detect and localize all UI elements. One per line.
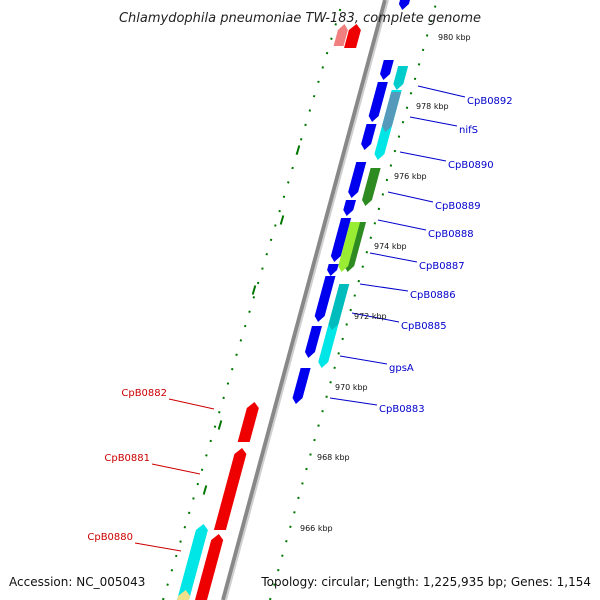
gene-label: CpB0888 xyxy=(428,229,474,240)
cds-minus-pale xyxy=(333,24,348,46)
cds-plus xyxy=(398,0,410,10)
leader-line xyxy=(351,312,400,323)
scale-tick-label: 974 kbp xyxy=(374,242,407,251)
cds-cog-plus xyxy=(393,66,409,90)
gene-label: CpB0881 xyxy=(104,453,150,464)
scale-tick-label: 966 kbp xyxy=(300,524,333,533)
cds-plus xyxy=(330,218,352,262)
scale-tick-label: 978 kbp xyxy=(416,102,449,111)
leader-line xyxy=(387,191,434,203)
leader-line xyxy=(417,85,466,98)
gene-label: CpB0882 xyxy=(121,388,167,399)
label-leader-lines xyxy=(134,85,466,552)
cds-plus xyxy=(314,276,336,322)
gene-label: CpB0886 xyxy=(410,290,456,301)
gene-label: gpsA xyxy=(389,363,414,374)
gene-label: CpB0883 xyxy=(379,404,425,415)
leader-line xyxy=(399,151,447,162)
cds-minus xyxy=(344,24,361,48)
gene-label: CpB0887 xyxy=(419,261,465,272)
cds-cog-plus xyxy=(328,284,350,330)
gc-track-left xyxy=(162,0,344,600)
gene-label: CpB0890 xyxy=(448,160,494,171)
cds-cog-plus xyxy=(381,92,402,132)
cds-minus xyxy=(237,402,259,442)
cds-features xyxy=(177,0,410,600)
cds-minus xyxy=(195,534,224,600)
gene-label: CpB0889 xyxy=(435,201,481,212)
scale-tick-label: 980 kbp xyxy=(438,33,471,42)
leader-line xyxy=(134,542,182,552)
leader-line xyxy=(359,283,409,292)
cds-cog-plus xyxy=(338,222,361,272)
cds-plus xyxy=(368,82,388,122)
gc-dash xyxy=(202,485,208,495)
scale-tick-label: 968 kbp xyxy=(317,453,350,462)
cds-plus xyxy=(327,264,339,276)
cds-cog-plus xyxy=(362,168,381,206)
cds-plus xyxy=(304,326,322,358)
cds-plus xyxy=(343,200,356,216)
map-title: Chlamydophila pneumoniae TW-183, complet… xyxy=(119,11,481,26)
cds-plus xyxy=(361,124,377,150)
leader-line xyxy=(168,398,215,410)
gene-label: CpB0880 xyxy=(87,532,133,543)
cds-plus xyxy=(380,60,394,80)
cds-cog-minus xyxy=(177,524,208,600)
scale-tick-label: 972 kbp xyxy=(354,312,387,321)
genome-backbone xyxy=(221,0,387,600)
leader-line xyxy=(409,116,458,127)
leader-line xyxy=(369,252,418,263)
gene-label: CpB0892 xyxy=(467,96,513,107)
gene-labels: CpB0892 nifS CpB0890 CpB0889 CpB0888 CpB0887 C… xyxy=(87,96,512,543)
accession-text: Accession: NC_005043 xyxy=(9,575,145,589)
scale-ticks: 980 kbp 978 kbp 976 kbp 974 kbp 972 kbp 970 k… xyxy=(300,33,471,533)
gene-label: CpB0885 xyxy=(401,321,447,332)
topology-text: Topology: circular; Length: 1,225,935 bp… xyxy=(260,575,591,589)
leader-line xyxy=(329,397,378,406)
cds-plus xyxy=(348,162,367,198)
gc-dash xyxy=(295,145,301,155)
leader-line xyxy=(339,355,388,365)
gene-label: nifS xyxy=(459,125,478,136)
gc-dash xyxy=(217,420,223,430)
gc-dash xyxy=(279,215,285,225)
leader-line xyxy=(151,463,201,475)
leader-line xyxy=(377,219,427,231)
genome-backbone-shadow xyxy=(225,0,389,600)
gc-dash xyxy=(251,285,257,295)
cds-cog-minus xyxy=(177,590,191,600)
cds-minus xyxy=(213,448,247,530)
scale-tick-label: 976 kbp xyxy=(394,172,427,181)
scale-tick-label: 970 kbp xyxy=(335,383,368,392)
gc-dot-tracks xyxy=(162,0,438,600)
cds-plus xyxy=(292,368,311,404)
cds-cog-plus xyxy=(318,324,339,368)
